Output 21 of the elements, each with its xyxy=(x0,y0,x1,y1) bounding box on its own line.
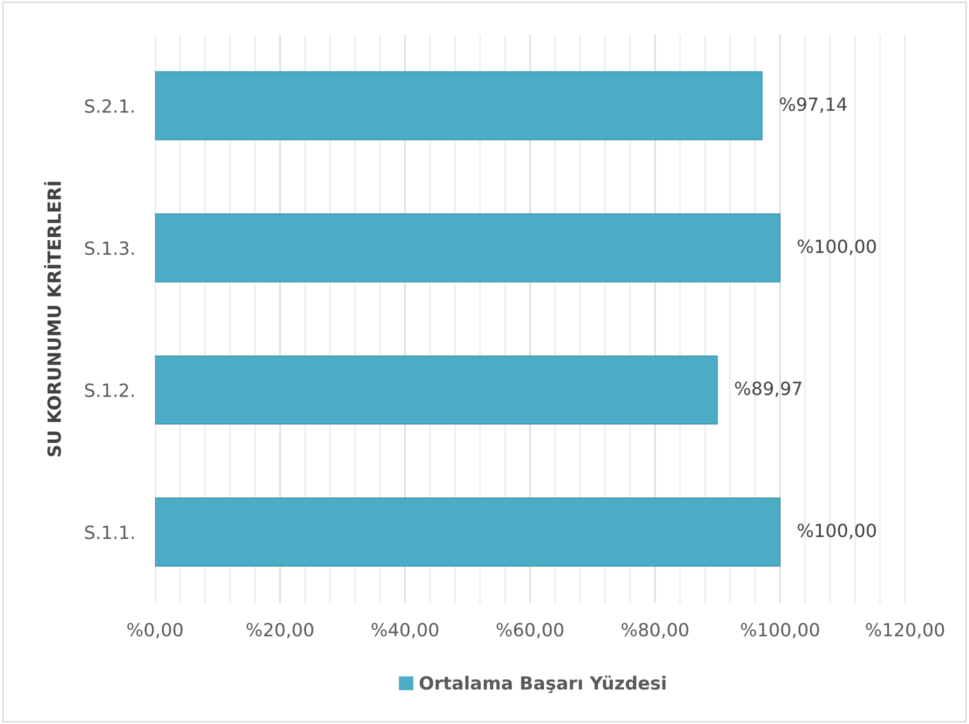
bar xyxy=(155,213,780,282)
y-tick-label: S.2.1. xyxy=(85,99,134,113)
x-tick-label: %100,00 xyxy=(740,622,820,638)
data-label: %89,97 xyxy=(735,382,802,398)
y-tick-label: S.1.2. xyxy=(85,383,134,398)
x-tick-label: %20,00 xyxy=(246,622,314,638)
data-label: %100,00 xyxy=(798,239,876,255)
data-label: %100,00 xyxy=(798,524,876,540)
x-tick-label: %120,00 xyxy=(866,622,944,638)
bar xyxy=(155,71,763,140)
y-axis-title: SU KORUNUMU KRİTERLERİ xyxy=(44,182,61,456)
data-label: %97,14 xyxy=(780,97,847,113)
x-tick-label: %80,00 xyxy=(622,622,688,638)
y-tick-label: S.1.3. xyxy=(85,241,134,255)
x-tick-label: %0,00 xyxy=(127,622,183,638)
x-tick-label: %60,00 xyxy=(496,622,564,638)
bar xyxy=(155,355,718,424)
x-tick-label: %40,00 xyxy=(372,622,438,638)
y-tick-label: S.1.1. xyxy=(85,526,134,540)
legend-label: Ortalama Başarı Yüzdesi xyxy=(420,676,666,694)
bar xyxy=(155,498,780,567)
